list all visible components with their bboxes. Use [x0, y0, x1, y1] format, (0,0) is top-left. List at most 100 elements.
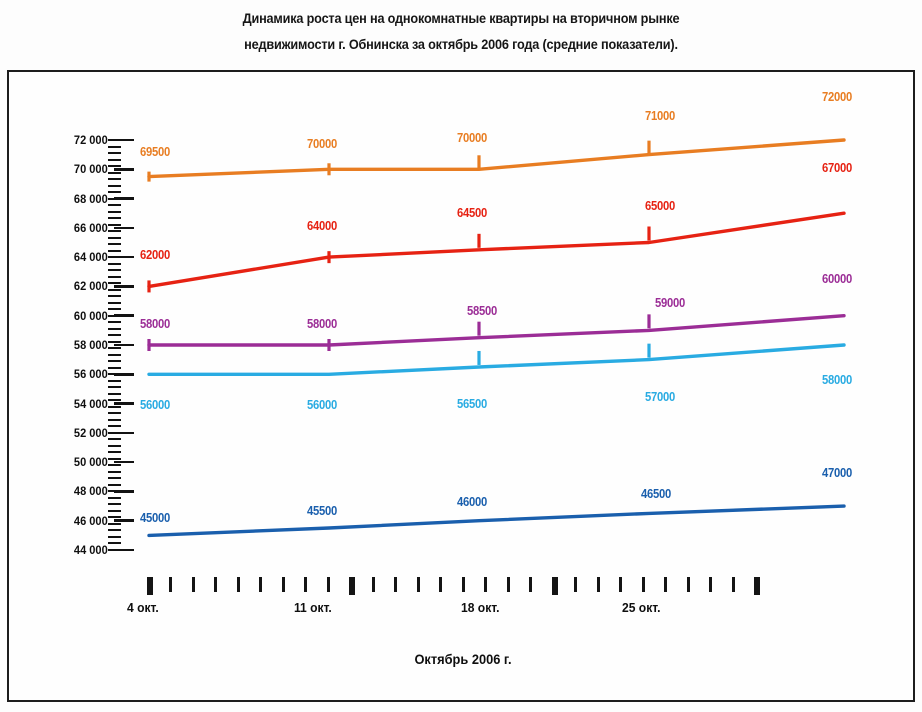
- x-axis-tick-label: 25 окт.: [622, 600, 661, 615]
- data-label-purple: 58000: [307, 317, 337, 331]
- y-axis-minor-tick-mark: [108, 282, 121, 285]
- y-axis-minor-tick-mark: [108, 477, 121, 480]
- y-axis-minor-tick-mark: [108, 217, 121, 220]
- data-label-darkblue: 47000: [822, 466, 852, 481]
- plot-lines: [147, 138, 846, 538]
- x-axis-minor-tick-mark: [641, 577, 645, 592]
- y-axis-major-tick-mark: [114, 138, 134, 142]
- y-axis-minor-tick-mark: [108, 171, 121, 174]
- y-axis-minor-tick-mark: [108, 210, 121, 213]
- y-axis-tick-label: 50 000: [74, 455, 108, 470]
- y-axis-major-tick-mark: [114, 548, 134, 552]
- chart-title: Динамика роста цен на однокомнатные квар…: [0, 6, 922, 58]
- y-axis-minor-tick-mark: [108, 249, 121, 252]
- y-axis-tick: 46 000: [19, 514, 134, 528]
- y-axis-tick-label: 68 000: [74, 191, 108, 206]
- x-axis-minor-tick-mark: [169, 577, 173, 592]
- data-point-marker-orange: [147, 171, 151, 182]
- y-axis-minor-tick-mark: [108, 165, 121, 168]
- x-axis-minor-tick-mark: [529, 577, 533, 592]
- y-axis-minor-tick-mark: [108, 152, 121, 155]
- y-axis-tick: 56 000: [19, 367, 134, 381]
- y-axis-minor-tick-mark: [108, 431, 121, 434]
- y-axis-minor-tick-mark: [108, 470, 121, 473]
- x-axis-tick-label: 4 окт.: [127, 600, 159, 615]
- data-point-marker-purple: [327, 339, 331, 351]
- y-axis-minor-tick-mark: [108, 197, 121, 200]
- y-axis-minor-tick-mark: [108, 353, 121, 356]
- y-axis-minor-tick-mark: [108, 379, 121, 382]
- y-axis-minor-tick-mark: [108, 243, 121, 246]
- series-line-orange: [147, 138, 846, 179]
- data-label-cyan: 56000: [307, 398, 337, 413]
- y-axis-minor-tick-mark: [108, 223, 121, 226]
- y-axis-minor-tick-mark: [108, 392, 121, 395]
- y-axis-minor-tick-mark: [108, 308, 121, 311]
- data-label-cyan: 56500: [457, 396, 487, 411]
- x-axis-minor-tick-mark: [214, 577, 218, 592]
- y-axis-tick: 54 000: [19, 397, 134, 411]
- data-label-purple: 58000: [140, 317, 170, 331]
- data-point-marker-orange: [647, 140, 651, 155]
- data-label-purple: 58500: [467, 303, 497, 318]
- y-axis-tick-label: 52 000: [74, 425, 108, 440]
- y-axis-major-tick-mark: [114, 343, 134, 347]
- series-line-red: [147, 211, 846, 289]
- y-axis-minor-tick-mark: [108, 334, 121, 337]
- y-axis-tick: 60 000: [19, 309, 134, 323]
- y-axis-tick-label: 60 000: [74, 308, 108, 323]
- y-axis-minor-tick-mark: [108, 145, 121, 148]
- y-axis-minor-tick-mark: [108, 275, 121, 278]
- y-axis-minor-tick-mark: [108, 438, 121, 441]
- y-axis-minor-tick-mark: [108, 535, 121, 538]
- y-axis-minor-tick-mark: [108, 230, 121, 233]
- y-axis-major-tick-mark: [114, 197, 134, 200]
- y-axis-minor-tick-mark: [108, 236, 121, 239]
- x-axis-minor-tick-mark: [259, 577, 263, 592]
- data-label-red: 67000: [822, 161, 852, 176]
- x-axis-minor-tick-mark: [439, 577, 443, 592]
- x-axis-major-tick-mark: [147, 577, 153, 595]
- data-point-marker-red: [647, 226, 651, 241]
- data-label-darkblue: 45000: [140, 511, 170, 526]
- y-axis-minor-tick-mark: [108, 184, 121, 187]
- y-axis-major-tick-mark: [114, 372, 134, 376]
- y-axis-major-tick-mark: [114, 167, 134, 171]
- x-axis-minor-tick-mark: [371, 577, 375, 592]
- data-label-orange: 71000: [645, 108, 675, 123]
- y-axis-minor-tick-mark: [108, 158, 121, 161]
- x-axis-tick-label: 11 окт.: [294, 600, 332, 615]
- x-axis-minor-tick-mark: [484, 577, 488, 592]
- y-axis-minor-tick-mark: [108, 314, 121, 317]
- y-axis-minor-tick-mark: [108, 204, 121, 207]
- data-label-red: 65000: [645, 198, 675, 213]
- y-axis-major-tick-mark: [114, 460, 134, 464]
- data-point-marker-purple: [477, 321, 481, 336]
- series-line-darkblue: [147, 504, 846, 538]
- data-point-marker-red: [327, 251, 331, 264]
- y-axis-minor-tick-mark: [108, 425, 121, 428]
- x-axis-minor-tick-mark: [596, 577, 600, 592]
- y-axis-tick: 64 000: [19, 250, 134, 264]
- y-axis-minor-tick-mark: [108, 444, 121, 447]
- y-axis-tick-label: 66 000: [74, 220, 108, 235]
- y-axis-tick: 52 000: [19, 426, 134, 440]
- y-axis-minor-tick-mark: [108, 548, 121, 551]
- y-axis-major-tick-mark: [114, 255, 134, 259]
- data-point-marker-orange: [327, 163, 331, 176]
- data-point-marker-cyan: [477, 350, 481, 365]
- y-axis-tick: 44 000: [19, 543, 134, 557]
- data-point-marker-purple: [147, 339, 151, 351]
- y-axis-minor-tick-mark: [108, 373, 121, 376]
- x-axis-ticks: [9, 577, 917, 599]
- y-axis-tick: 68 000: [19, 192, 134, 206]
- data-point-marker-red: [147, 280, 151, 293]
- data-label-red: 64000: [307, 219, 337, 234]
- y-axis-minor-tick-mark: [108, 386, 121, 389]
- y-axis-tick-label: 56 000: [74, 367, 108, 382]
- series-line-purple: [147, 313, 846, 347]
- x-axis-minor-tick-mark: [304, 577, 308, 592]
- y-axis-minor-tick-mark: [108, 191, 121, 194]
- x-axis-minor-tick-mark: [686, 577, 690, 592]
